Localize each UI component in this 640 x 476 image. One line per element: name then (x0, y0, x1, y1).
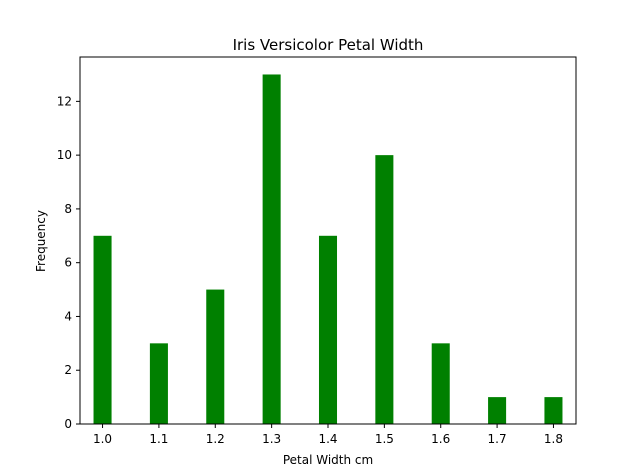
x-tick-label: 1.5 (375, 432, 394, 446)
bar (318, 235, 338, 424)
x-axis-label: Petal Width cm (283, 453, 373, 467)
y-tick-label: 12 (57, 94, 72, 108)
bar (149, 343, 168, 424)
bars-group (93, 74, 563, 424)
chart-title: Iris Versicolor Petal Width (233, 36, 424, 54)
x-tick-label: 1.6 (431, 432, 450, 446)
x-tick-label: 1.1 (149, 432, 168, 446)
y-tick-label: 6 (64, 256, 72, 270)
x-tick-label: 1.8 (544, 432, 563, 446)
y-axis-label: Frequency (34, 210, 48, 272)
x-tick-label: 1.2 (206, 432, 225, 446)
bar (488, 397, 507, 424)
x-tick-label: 1.0 (93, 432, 112, 446)
bar (93, 235, 112, 424)
bar (544, 397, 563, 424)
bar (206, 289, 225, 424)
y-axis-ticks: 0 2 4 6 8 10 12 (57, 94, 80, 431)
bar (375, 155, 394, 424)
y-tick-label: 4 (64, 309, 72, 323)
x-tick-label: 1.3 (262, 432, 281, 446)
y-tick-label: 10 (57, 148, 72, 162)
y-tick-label: 2 (64, 363, 72, 377)
y-tick-label: 8 (64, 202, 72, 216)
x-axis-ticks: 1.0 1.1 1.2 1.3 1.4 1.5 1.6 1.7 1.8 (93, 424, 563, 446)
bar (431, 343, 450, 424)
x-tick-label: 1.4 (318, 432, 337, 446)
x-tick-label: 1.7 (488, 432, 507, 446)
y-tick-label: 0 (64, 417, 72, 431)
bar (262, 74, 281, 424)
